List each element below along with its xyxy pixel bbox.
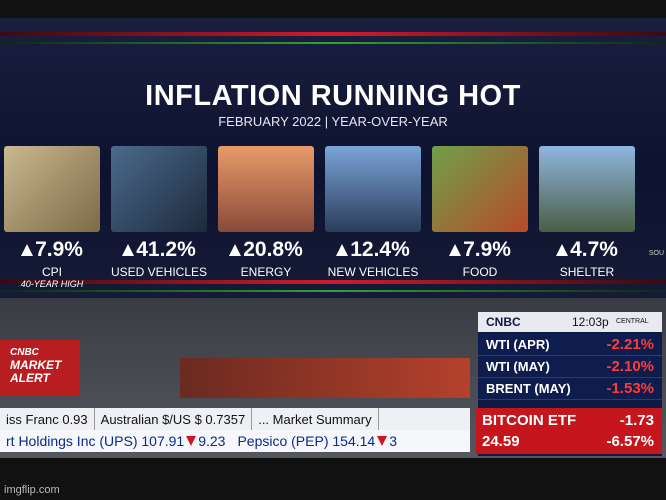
alert-brand: CNBC [10,347,39,358]
ticker-item: Pepsico (PEP) 154.14 3 [231,430,403,452]
stripe [0,280,666,284]
item-value: 7.9% [426,238,534,262]
value-text: 7.9% [463,238,511,261]
ticker-name: rt Holdings Inc (UPS) 107.91 [6,433,185,449]
photo-tile [218,146,314,232]
watermark: imgflip.com [4,484,60,496]
value-text: 20.8% [243,238,303,261]
ticker-row: rt Holdings Inc (UPS) 107.91 9.23 Pepsico … [0,430,470,452]
item-label: CPI [41,265,62,279]
item-value: 20.8% [212,238,320,262]
down-arrow [377,436,388,446]
item-label: ENERGY [240,265,292,279]
item-value: 41.2% [105,238,213,262]
stripe [0,32,666,36]
title: INFLATION RUNNING HOT [145,80,521,112]
value-text: 12.4% [350,238,410,261]
value-text: 4.7% [570,238,618,261]
quote-row: WTI (APR) -2.21% [478,334,662,356]
up-arrow [122,244,135,256]
down-arrow [186,436,197,446]
ticker-name: Pepsico (PEP) 154.14 [237,433,376,449]
item-label: USED VEHICLES [110,265,208,279]
source: SOU [648,250,664,257]
quote-change: -2.21% [606,336,654,353]
arrow-shape [122,244,135,256]
ticker-change: 3 [389,433,397,449]
quote-change: -1.53% [606,380,654,397]
panel-header: CNBC 12:03p CENTRAL [478,312,662,332]
quote-change: -2.10% [606,358,654,375]
item-label: SHELTER [559,265,615,279]
arrow-shape [21,244,34,256]
quote-row: BRENT (MAY) -1.53% [478,378,662,400]
btc-percent: -6.57% [606,433,654,450]
item-note: 40-YEAR HIGH [20,279,84,289]
panel-zone: CENTRAL [616,318,649,325]
quote-name: BRENT (MAY) [486,381,571,396]
btc-change: -1.73 [619,412,654,429]
ticker-item: rt Holdings Inc (UPS) 107.91 9.23 [0,430,231,452]
ticker-item: ... Market Summary [252,408,379,430]
quote-name: WTI (APR) [486,337,550,352]
ticker-row: iss Franc 0.93 Australian $/US $ 0.7357..… [0,408,470,430]
item-value: 7.9% [0,238,106,262]
photo-tile [111,146,207,232]
up-arrow [336,244,349,256]
value-text: 41.2% [136,238,196,261]
stripe [0,290,666,292]
ticker-item: Australian $/US $ 0.7357 [95,408,253,430]
decor-band [180,358,470,398]
alert-text: MARKET ALERT [10,358,62,385]
item-label: NEW VEHICLES [327,265,419,279]
btc-name: BITCOIN ETF [482,412,577,429]
arrow-shape [186,436,197,446]
subtitle: FEBRUARY 2022 | YEAR-OVER-YEAR [218,114,448,129]
value-text: 7.9% [35,238,83,261]
up-arrow [556,244,569,256]
photo-tile [432,146,528,232]
up-arrow [449,244,462,256]
stripe [0,42,666,44]
up-arrow [21,244,34,256]
ticker-item: iss Franc 0.93 [0,408,95,430]
quote-row: WTI (MAY) -2.10% [478,356,662,378]
market-alert: CNBC MARKET ALERT [0,340,80,396]
up-arrow [229,244,242,256]
bitcoin-box: BITCOIN ETF -1.73 24.59 -6.57% [476,408,662,454]
arrow-shape [377,436,388,446]
photo-tile [4,146,100,232]
photo-tile [539,146,635,232]
btc-price: 24.59 [482,433,520,450]
item-label: FOOD [462,265,498,279]
arrow-shape [336,244,349,256]
panel-time: 12:03p [572,315,609,329]
graphic: INFLATION RUNNING HOT FEBRUARY 2022 | YE… [0,18,666,298]
arrow-shape [449,244,462,256]
arrow-shape [556,244,569,256]
panel-brand: CNBC [486,315,521,329]
photo-tile [325,146,421,232]
arrow-shape [229,244,242,256]
ticker-change: 9.23 [198,433,226,449]
item-value: 4.7% [533,238,641,262]
quote-name: WTI (MAY) [486,359,550,374]
item-value: 12.4% [319,238,427,262]
